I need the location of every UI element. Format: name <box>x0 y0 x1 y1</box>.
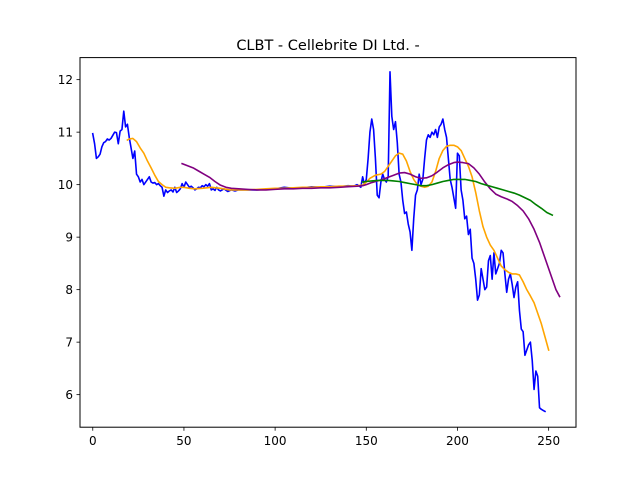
x-tick-label: 250 <box>537 434 560 448</box>
series-line-3 <box>181 161 561 298</box>
x-tick-label: 200 <box>446 434 469 448</box>
plot-area <box>91 70 561 413</box>
y-tick-label: 7 <box>65 335 73 349</box>
y-tick-label: 8 <box>65 283 73 297</box>
x-tick-label: 50 <box>176 434 191 448</box>
y-tick-label: 9 <box>65 230 73 244</box>
chart-title: CLBT - Cellebrite DI Ltd. - <box>236 38 419 54</box>
y-tick-label: 6 <box>65 388 73 402</box>
x-tick-label: 150 <box>355 434 378 448</box>
y-axis: 6 7 8 9 10 11 12 <box>58 73 80 402</box>
series-layer <box>91 70 561 413</box>
series-line-4 <box>361 178 554 217</box>
x-tick-label: 100 <box>264 434 287 448</box>
axes-frame <box>79 57 577 428</box>
y-tick-label: 12 <box>58 73 73 87</box>
series-line-2 <box>126 137 550 352</box>
y-tick-label: 11 <box>58 125 73 139</box>
x-axis: 0 50 100 150 200 250 <box>89 427 560 448</box>
y-tick-label: 10 <box>58 178 73 192</box>
series-line-1 <box>91 70 547 413</box>
x-tick-label: 0 <box>89 434 97 448</box>
